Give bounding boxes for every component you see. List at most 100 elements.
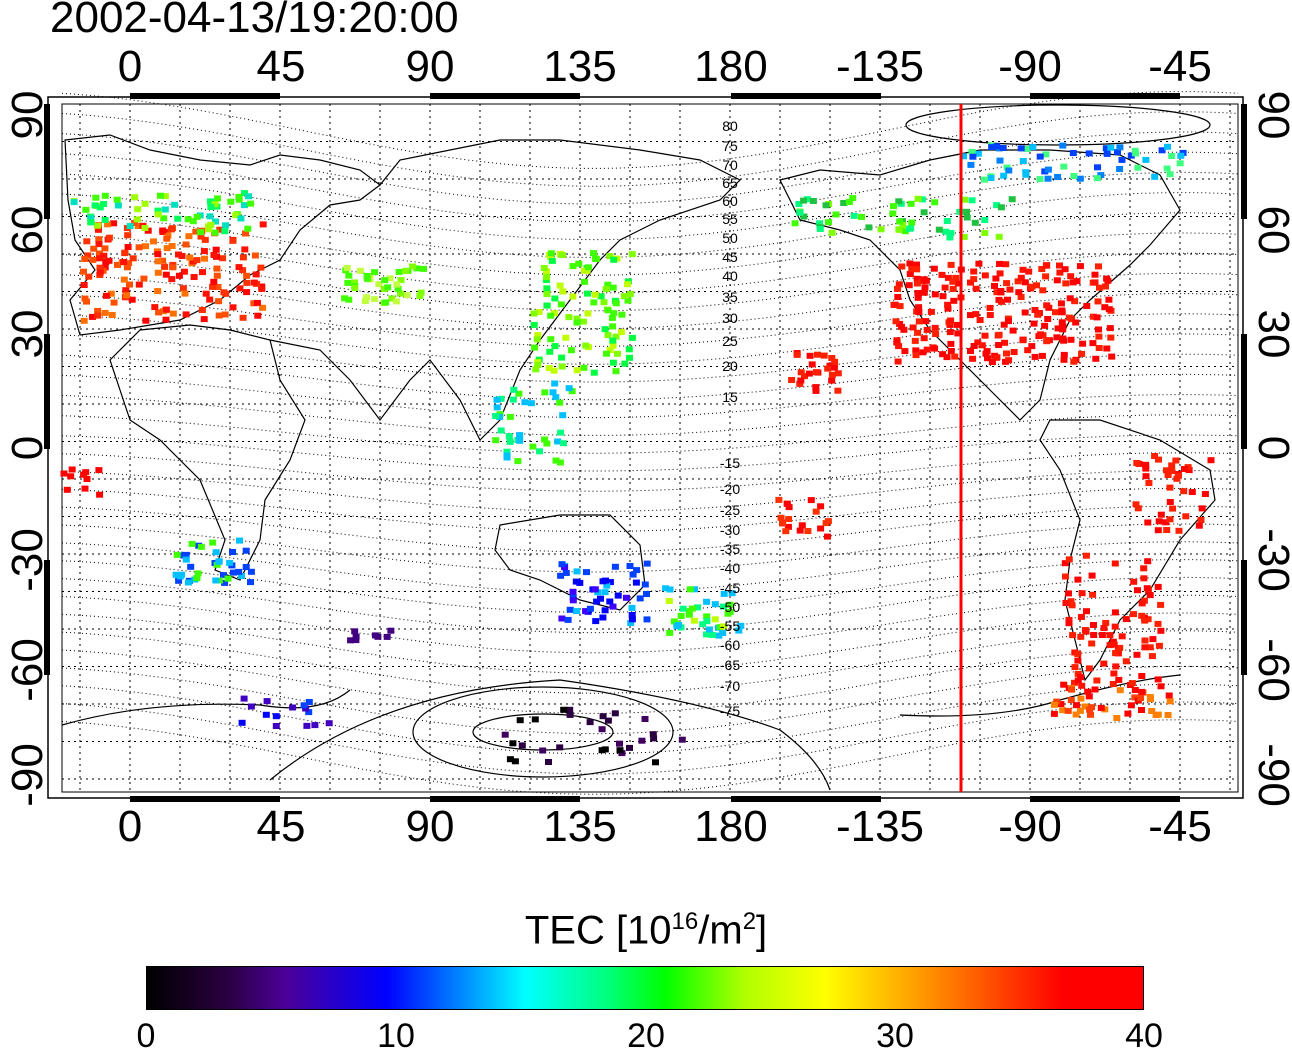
tec-pixel xyxy=(1028,283,1036,290)
tec-pixel xyxy=(221,579,229,586)
tec-pixel xyxy=(1146,644,1154,651)
tec-pixel xyxy=(1079,340,1087,347)
tec-pixel xyxy=(1005,357,1013,364)
tec-pixel xyxy=(387,627,395,634)
tec-pixel xyxy=(907,200,915,207)
tec-pixel xyxy=(1028,343,1036,350)
tec-pixel xyxy=(140,275,148,282)
tec-pixel xyxy=(60,470,68,477)
tec-pixel xyxy=(156,192,164,199)
tec-pixel xyxy=(800,213,808,220)
tec-pixel xyxy=(591,586,599,593)
tec-pixel xyxy=(210,278,218,285)
tec-pixel xyxy=(1174,472,1182,479)
tec-pixel xyxy=(785,504,793,511)
tec-pixel xyxy=(1085,693,1093,700)
tec-pixel xyxy=(1108,353,1116,360)
tec-pixel xyxy=(963,214,971,221)
tec-pixel xyxy=(703,613,711,620)
tec-pixel xyxy=(1107,144,1115,151)
tec-pixel xyxy=(913,280,921,287)
lon-tick-top: -90 xyxy=(998,42,1062,91)
tec-pixel xyxy=(567,347,575,354)
tec-pixel xyxy=(236,285,244,292)
maglat-label: 20 xyxy=(722,358,738,374)
tec-pixel xyxy=(628,612,636,618)
tec-pixel xyxy=(133,216,141,223)
tec-pixel xyxy=(1154,620,1162,627)
tec-pixel xyxy=(711,616,719,623)
tec-pixel xyxy=(95,241,103,248)
tec-pixel xyxy=(242,564,250,570)
tec-pixel xyxy=(209,283,217,290)
tec-pixel xyxy=(573,608,581,615)
tec-pixel xyxy=(121,250,129,257)
colorbar-title-unit-exponent: 2 xyxy=(742,908,757,935)
tec-pixel xyxy=(420,265,427,272)
tec-pixel xyxy=(206,213,214,220)
tec-pixel xyxy=(1008,196,1016,203)
tec-pixel xyxy=(141,200,149,207)
tec-pixel xyxy=(915,304,923,311)
tec-pixel xyxy=(220,289,228,296)
maglat-contour xyxy=(61,505,1239,553)
tec-pixel xyxy=(805,370,813,377)
tec-pixel xyxy=(828,229,836,236)
tec-pixel xyxy=(997,204,1005,211)
tec-pixel xyxy=(258,285,266,292)
tec-pixel xyxy=(677,612,685,619)
tec-pixel xyxy=(569,588,577,595)
tec-pixel xyxy=(947,348,955,354)
tec-pixel xyxy=(1132,150,1140,157)
tec-pixel xyxy=(562,570,570,576)
tec-pixel xyxy=(894,358,902,365)
tec-pixel xyxy=(1147,696,1154,703)
tec-pixel xyxy=(590,299,598,306)
tec-pixel xyxy=(213,265,221,272)
tec-pixel xyxy=(797,377,805,384)
tec-pixel xyxy=(981,272,989,279)
tec-pixel xyxy=(184,216,192,223)
tec-pixel xyxy=(1138,612,1146,619)
tec-pixel xyxy=(1036,176,1044,183)
tec-pixel xyxy=(641,716,649,722)
tec-pixel xyxy=(963,208,970,215)
tec-pixel xyxy=(95,467,103,474)
tec-pixel xyxy=(1057,701,1065,708)
tec-pixel xyxy=(1060,337,1068,344)
tec-pixel xyxy=(1149,636,1157,643)
tec-pixel xyxy=(849,195,857,202)
tec-pixel xyxy=(1081,703,1089,710)
tec-pixel xyxy=(1085,150,1093,157)
maglat-label: -50 xyxy=(719,599,741,615)
tec-pixel xyxy=(89,256,97,263)
tec-pixel xyxy=(967,312,974,319)
tec-pixel xyxy=(397,290,404,297)
tec-pixel xyxy=(126,281,133,288)
tec-pixel xyxy=(845,199,853,205)
tec-pixel xyxy=(1019,158,1027,164)
tec-pixel xyxy=(650,735,658,742)
maglat-contour xyxy=(61,394,1239,436)
tec-pixel xyxy=(1164,472,1172,478)
maglat-contour xyxy=(61,594,1239,654)
tec-pixel xyxy=(995,342,1003,348)
maglat-label: -75 xyxy=(719,703,741,719)
tec-pixel xyxy=(216,226,224,233)
tec-pixel xyxy=(232,212,240,219)
tec-pixel xyxy=(1029,144,1037,151)
maglat-label: 65 xyxy=(722,175,738,191)
tec-pixel xyxy=(919,349,927,356)
tec-pixel xyxy=(1001,339,1009,346)
tec-pixel xyxy=(506,756,514,763)
tec-pixel xyxy=(82,469,90,476)
tec-pixel xyxy=(908,265,916,272)
tec-pixel xyxy=(548,257,556,264)
tec-pixel xyxy=(1054,174,1062,180)
lon-tick-top: 135 xyxy=(543,42,617,91)
tec-pixel xyxy=(1158,147,1166,154)
tec-pixel xyxy=(207,204,215,210)
tec-pixel xyxy=(613,350,621,357)
tec-pixel xyxy=(601,326,609,333)
tec-pixel xyxy=(970,343,978,349)
